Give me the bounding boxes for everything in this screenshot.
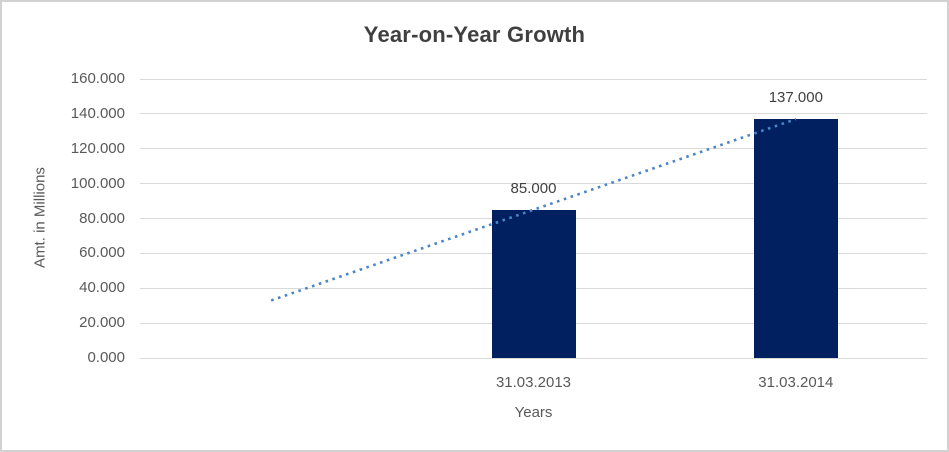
x-axis-line (140, 357, 927, 359)
y-tick-label: 140.000 (70, 104, 125, 122)
bar-31.03.2013 (491, 209, 576, 358)
y-tick-label: 80.000 (79, 209, 125, 227)
y-tick-label: 160.000 (70, 70, 125, 87)
x-axis-title: Years (514, 404, 553, 421)
y-tick-label: 0.000 (87, 349, 125, 366)
y-tick-label: 40.000 (79, 279, 125, 297)
y-tick-label: 60.000 (79, 244, 125, 262)
chart-title: Year-on-Year Growth (363, 22, 586, 47)
y-tick-label: 20.000 (79, 314, 125, 332)
gridline (140, 78, 927, 80)
bar-31.03.2014 (753, 119, 838, 358)
x-tick-label: 31.03.2013 (495, 374, 572, 391)
bar-value-label: 85.000 (510, 179, 557, 197)
bar-value-label: 137.000 (768, 89, 823, 107)
y-tick-label: 120.000 (70, 139, 125, 157)
gridline (140, 113, 927, 115)
y-tick-label: 100.000 (70, 174, 125, 192)
x-tick-label: 31.03.2014 (758, 374, 834, 391)
